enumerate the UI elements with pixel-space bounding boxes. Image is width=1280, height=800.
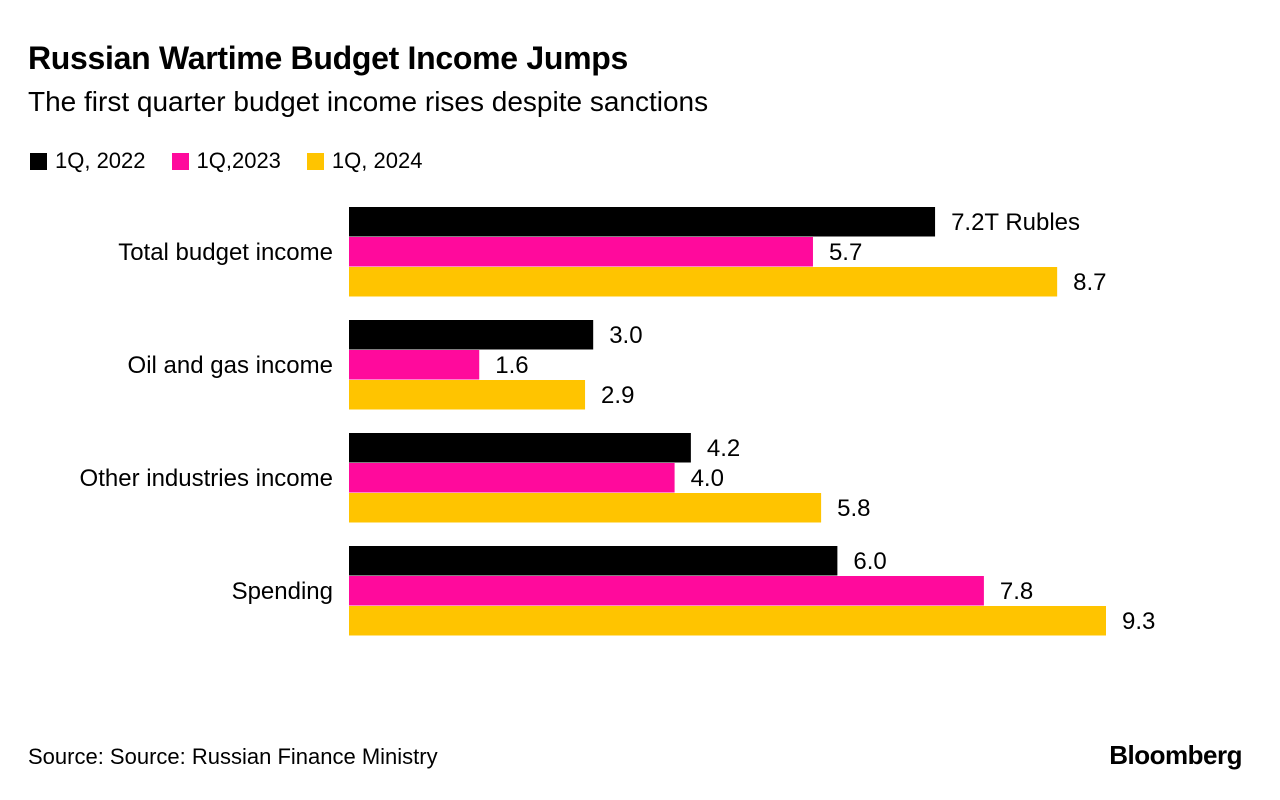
bar-total-budget-income-series-1 [349,237,813,267]
category-label-total-budget-income: Total budget income [118,239,333,266]
data-label-other-industries-income-series-0: 4.2 [707,435,740,462]
data-label-oil-and-gas-income-series-0: 3.0 [609,322,642,349]
data-label-other-industries-income-series-2: 5.8 [837,495,870,522]
data-label-oil-and-gas-income-series-2: 2.9 [601,382,634,409]
bar-spending-series-0 [349,546,838,576]
bar-total-budget-income-series-0 [349,207,936,237]
brand-logo: Bloomberg [1109,740,1242,770]
bar-oil-and-gas-income-series-1 [349,350,480,380]
data-label-total-budget-income-series-0: 7.2T Rubles [951,209,1080,236]
bar-other-industries-income-series-2 [349,493,822,523]
category-label-other-industries-income: Other industries income [80,465,333,492]
chart-subtitle: The first quarter budget income rises de… [28,86,709,117]
bar-spending-series-1 [349,576,984,606]
bar-total-budget-income-series-2 [349,267,1058,297]
bar-other-industries-income-series-1 [349,463,675,493]
legend-swatch-2022 [30,152,47,170]
legend-item-2022: 1Q, 2022 [30,148,146,174]
data-label-spending-series-1: 7.8 [1000,578,1033,605]
bar-oil-and-gas-income-series-2 [349,380,586,410]
bar-spending-series-2 [349,606,1106,636]
bar-oil-and-gas-income-series-0 [349,320,594,350]
category-label-oil-and-gas-income: Oil and gas income [128,352,333,379]
source-note: Source: Source: Russian Finance Ministry [28,744,438,769]
category-label-spending: Spending [232,578,333,605]
legend-label-2024: 1Q, 2024 [331,148,423,173]
data-label-total-budget-income-series-2: 8.7 [1073,269,1106,296]
data-label-spending-series-2: 9.3 [1122,608,1155,635]
data-label-other-industries-income-series-1: 4.0 [691,465,724,492]
legend-item-2024: 1Q, 2024 [306,148,423,174]
legend-swatch-2024 [306,152,324,170]
data-label-spending-series-0: 6.0 [853,548,886,575]
data-label-oil-and-gas-income-series-1: 1.6 [495,352,528,379]
legend: 1Q, 2022 1Q,2023 1Q, 2024 [30,148,422,174]
chart-title: Russian Wartime Budget Income Jumps [28,40,628,76]
legend-label-2023: 1Q,2023 [196,148,281,173]
data-label-total-budget-income-series-1: 5.7 [829,239,862,266]
legend-swatch-2023 [171,152,189,170]
legend-item-2023: 1Q,2023 [171,148,281,174]
bar-other-industries-income-series-0 [349,433,691,463]
legend-label-2022: 1Q, 2022 [55,148,146,173]
